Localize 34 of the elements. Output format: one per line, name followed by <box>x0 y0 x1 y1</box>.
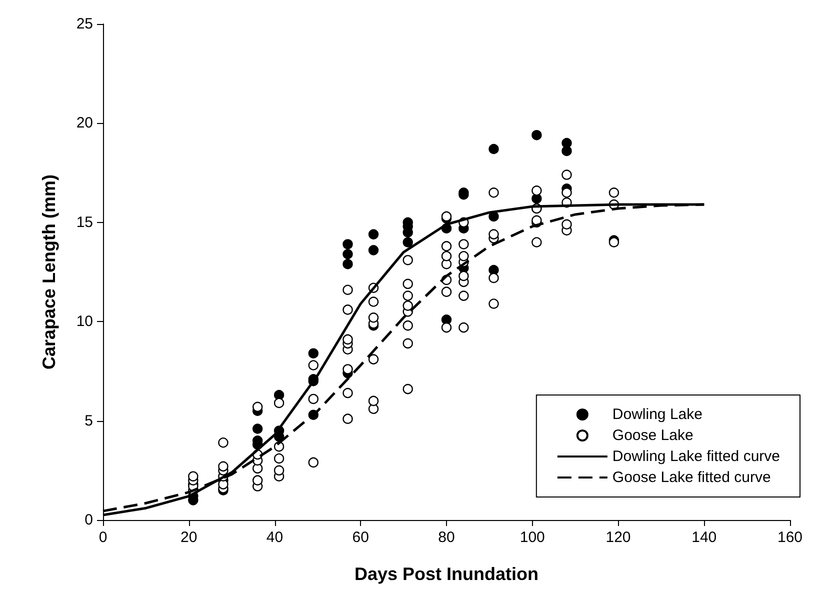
point <box>562 138 572 148</box>
y-tick-label: 15 <box>76 214 93 231</box>
y-tick-label: 5 <box>84 412 93 430</box>
point <box>368 245 379 256</box>
point <box>368 229 379 240</box>
x-tick-label: 0 <box>98 529 108 546</box>
x-axis-title: Days Post Inundation <box>354 564 539 584</box>
x-tick-label: 100 <box>520 529 545 546</box>
point <box>342 249 353 260</box>
x-tick-label: 20 <box>180 529 198 546</box>
legend-label: Dowling Lake <box>612 406 702 423</box>
point <box>441 314 452 325</box>
point <box>342 258 353 270</box>
point <box>342 239 353 250</box>
point <box>274 390 284 400</box>
point <box>252 424 263 434</box>
y-axis-title: Carapace Length (mm) <box>39 174 59 370</box>
legend-label: Goose Lake <box>612 427 694 444</box>
x-tick-label: 160 <box>777 529 803 546</box>
y-tick-label: 20 <box>76 114 93 132</box>
legend-label: Goose Lake fitted curve <box>612 469 771 486</box>
point <box>402 237 413 248</box>
x-tick-label: 80 <box>438 529 455 546</box>
point <box>532 130 542 140</box>
point <box>488 144 499 154</box>
y-tick-label: 0 <box>84 512 93 528</box>
x-tick-label: 40 <box>266 529 284 546</box>
legend-label: Dowling Lake fitted curve <box>612 448 780 465</box>
y-tick-label: 25 <box>76 16 93 32</box>
y-tick-label: 10 <box>76 313 93 330</box>
point <box>308 348 318 358</box>
x-tick-label: 120 <box>606 529 631 546</box>
x-tick-label: 60 <box>352 529 369 546</box>
x-tick-label: 140 <box>692 529 717 546</box>
